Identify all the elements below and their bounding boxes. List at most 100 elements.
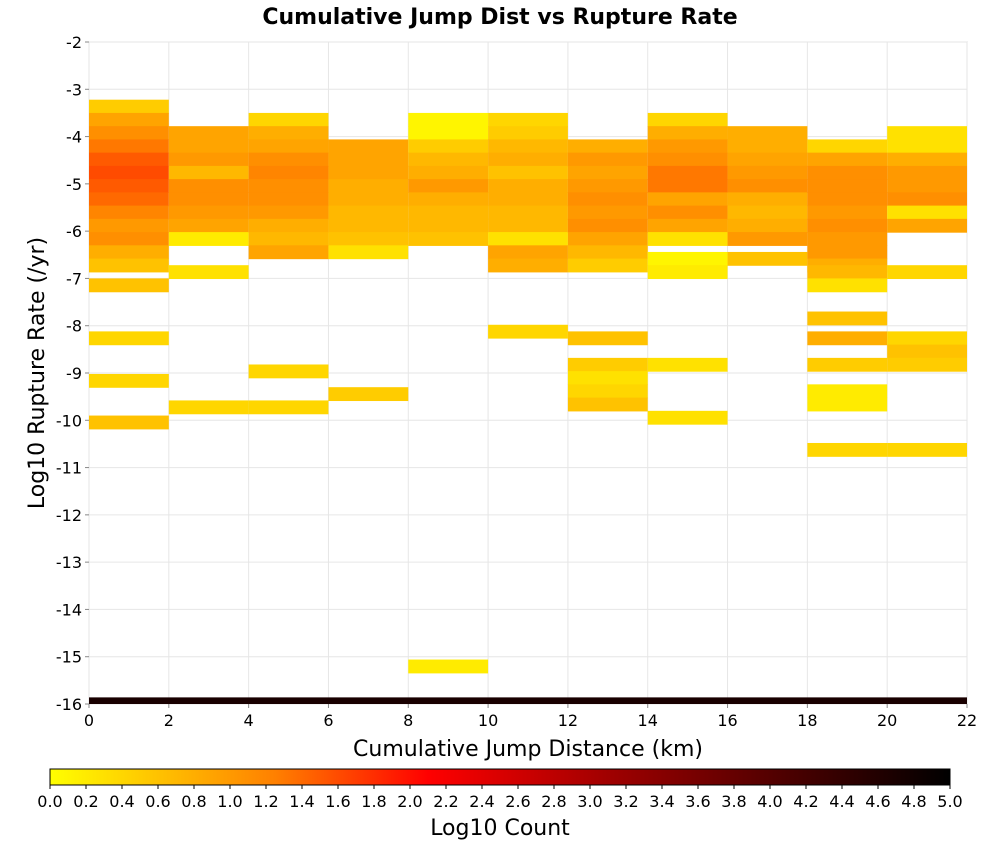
- heatmap-cell: [887, 192, 967, 207]
- heatmap-cell: [727, 139, 808, 154]
- y-tick-label: -11: [56, 459, 82, 478]
- heatmap-cell: [647, 192, 728, 207]
- heatmap-cell: [647, 218, 728, 233]
- heatmap-cell: [328, 245, 409, 260]
- heatmap-cell: [248, 112, 329, 127]
- x-tick-label: 8: [403, 711, 413, 730]
- heatmap-cell: [647, 139, 728, 154]
- heatmap-cell: [647, 251, 728, 266]
- colorbar-tick-label: 1.4: [289, 792, 314, 811]
- heatmap-cell: [488, 258, 568, 273]
- heatmap-cell: [168, 192, 249, 207]
- heatmap-cell: [807, 139, 888, 154]
- y-axis-label: Log10 Rupture Rate (/yr): [25, 237, 50, 509]
- heatmap-cell: [89, 218, 169, 233]
- heatmap-cell: [807, 384, 888, 399]
- heatmap-cell: [647, 357, 728, 372]
- heatmap-cell: [168, 265, 249, 280]
- heatmap-cell: [727, 179, 808, 193]
- heatmap-cell: [807, 152, 888, 167]
- heatmap-cell: [408, 232, 489, 246]
- heatmap-cell: [408, 139, 489, 154]
- colorbar-tick-label: 2.2: [433, 792, 458, 811]
- heatmap-bottom-row: [89, 697, 967, 704]
- y-tick-label: -10: [56, 411, 82, 430]
- y-tick-label: -7: [66, 269, 82, 288]
- heatmap-cell: [567, 218, 648, 233]
- heatmap-cell: [567, 397, 648, 412]
- heatmap-cell: [647, 179, 728, 193]
- colorbar-tick-label: 4.6: [865, 792, 890, 811]
- colorbar-tick-label: 1.8: [361, 792, 386, 811]
- heatmap-cell: [248, 126, 329, 141]
- heatmap-cell: [567, 179, 648, 193]
- y-tick-label: -2: [66, 33, 82, 52]
- heatmap-cell: [408, 165, 489, 180]
- colorbar-tick-label: 3.6: [685, 792, 710, 811]
- colorbar-tick-label: 3.8: [721, 792, 746, 811]
- heatmap-cell: [168, 400, 249, 415]
- heatmap-cell: [567, 139, 648, 154]
- heatmap-cell: [248, 218, 329, 233]
- x-tick-label: 10: [478, 711, 498, 730]
- heatmap-cell: [168, 126, 249, 141]
- heatmap-cell: [89, 278, 169, 293]
- heatmap-cell: [488, 192, 568, 207]
- heatmap-cell: [887, 139, 967, 154]
- heatmap-cell: [248, 205, 329, 220]
- heatmap-cell: [248, 165, 329, 180]
- heatmap-cell: [887, 218, 967, 233]
- heatmap-cell: [89, 192, 169, 207]
- heatmap-cell: [647, 265, 728, 280]
- heatmap-cell: [89, 373, 169, 388]
- heatmap-cell: [887, 265, 967, 280]
- colorbar-tick-label: 3.2: [613, 792, 638, 811]
- colorbar-label: Log10 Count: [430, 816, 570, 841]
- heatmap-cell: [647, 410, 728, 425]
- heatmap-cell: [328, 232, 409, 246]
- heatmap-cell: [168, 179, 249, 193]
- y-tick-label: -14: [56, 600, 82, 619]
- colorbar-tick-label: 2.4: [469, 792, 494, 811]
- heatmap-cell: [168, 205, 249, 220]
- heatmap-cell: [89, 232, 169, 246]
- heatmap-cell: [807, 331, 888, 346]
- heatmap-cell: [887, 357, 967, 372]
- heatmap-cell: [727, 152, 808, 167]
- heatmap-cell: [887, 165, 967, 180]
- heatmap-cell: [567, 331, 648, 346]
- heatmap-cell: [328, 192, 409, 207]
- colorbar-tick-label: 0.0: [37, 792, 62, 811]
- heatmap-cell: [567, 232, 648, 246]
- heatmap-cell: [408, 152, 489, 167]
- heatmap-cell: [248, 192, 329, 207]
- heatmap-cell: [89, 99, 169, 114]
- colorbar-tick-label: 4.4: [829, 792, 854, 811]
- heatmap-cell: [328, 165, 409, 180]
- heatmap-cell: [807, 311, 888, 326]
- heatmap-cell: [807, 232, 888, 246]
- heatmap-cell: [89, 415, 169, 430]
- heatmap-cell: [567, 205, 648, 220]
- heatmap-cell: [89, 152, 169, 167]
- x-tick-label: 6: [323, 711, 333, 730]
- heatmap-cell: [727, 205, 808, 220]
- heatmap-cell: [807, 218, 888, 233]
- y-tick-label: -4: [66, 128, 82, 147]
- heatmap-cell: [727, 165, 808, 180]
- chart-title: Cumulative Jump Dist vs Rupture Rate: [262, 5, 737, 30]
- heatmap-cell: [488, 205, 568, 220]
- heatmap-cell: [887, 179, 967, 193]
- heatmap-cell: [807, 165, 888, 180]
- heatmap-cell: [887, 126, 967, 141]
- heatmap-cell: [567, 192, 648, 207]
- heatmap-cell: [408, 126, 489, 141]
- heatmap-cell: [408, 192, 489, 207]
- x-tick-label: 4: [244, 711, 254, 730]
- x-tick-label: 18: [797, 711, 817, 730]
- heatmap-cell: [328, 179, 409, 193]
- heatmap-cell: [248, 364, 329, 379]
- y-tick-label: -3: [66, 80, 82, 99]
- heatmap-cell: [807, 397, 888, 412]
